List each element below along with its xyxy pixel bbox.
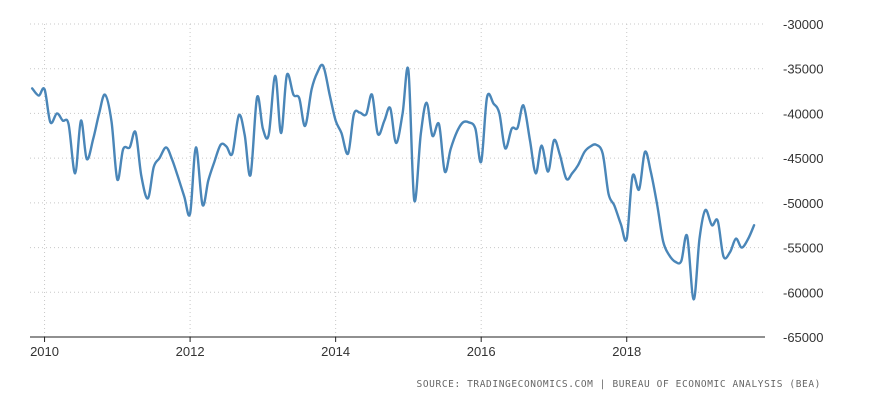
x-tick-label: 2014 xyxy=(321,344,350,359)
x-tick-label: 2012 xyxy=(176,344,205,359)
y-tick-label: -55000 xyxy=(783,241,823,256)
y-tick-label: -60000 xyxy=(783,285,823,300)
y-tick-label: -50000 xyxy=(783,196,823,211)
series-line-group xyxy=(30,63,756,301)
series-line-0 xyxy=(30,63,756,301)
y-tick-label: -30000 xyxy=(783,17,823,32)
y-tick-label: -35000 xyxy=(783,62,823,77)
y-tick-label: -65000 xyxy=(783,330,823,345)
x-tick-label: 2018 xyxy=(612,344,641,359)
y-tick-label: -45000 xyxy=(783,151,823,166)
source-label: SOURCE: TRADINGECONOMICS.COM | BUREAU OF… xyxy=(416,379,821,390)
x-tick-label: 2016 xyxy=(467,344,496,359)
y-tick-label: -40000 xyxy=(783,106,823,121)
y-axis-ticks: -30000 -35000 -40000 -45000 -50000 -55000 -600… xyxy=(783,17,823,345)
x-axis-ticks: 2010 2012 2014 2016 2018 xyxy=(30,337,641,359)
x-tick-label: 2010 xyxy=(30,344,59,359)
gridlines xyxy=(30,23,765,337)
